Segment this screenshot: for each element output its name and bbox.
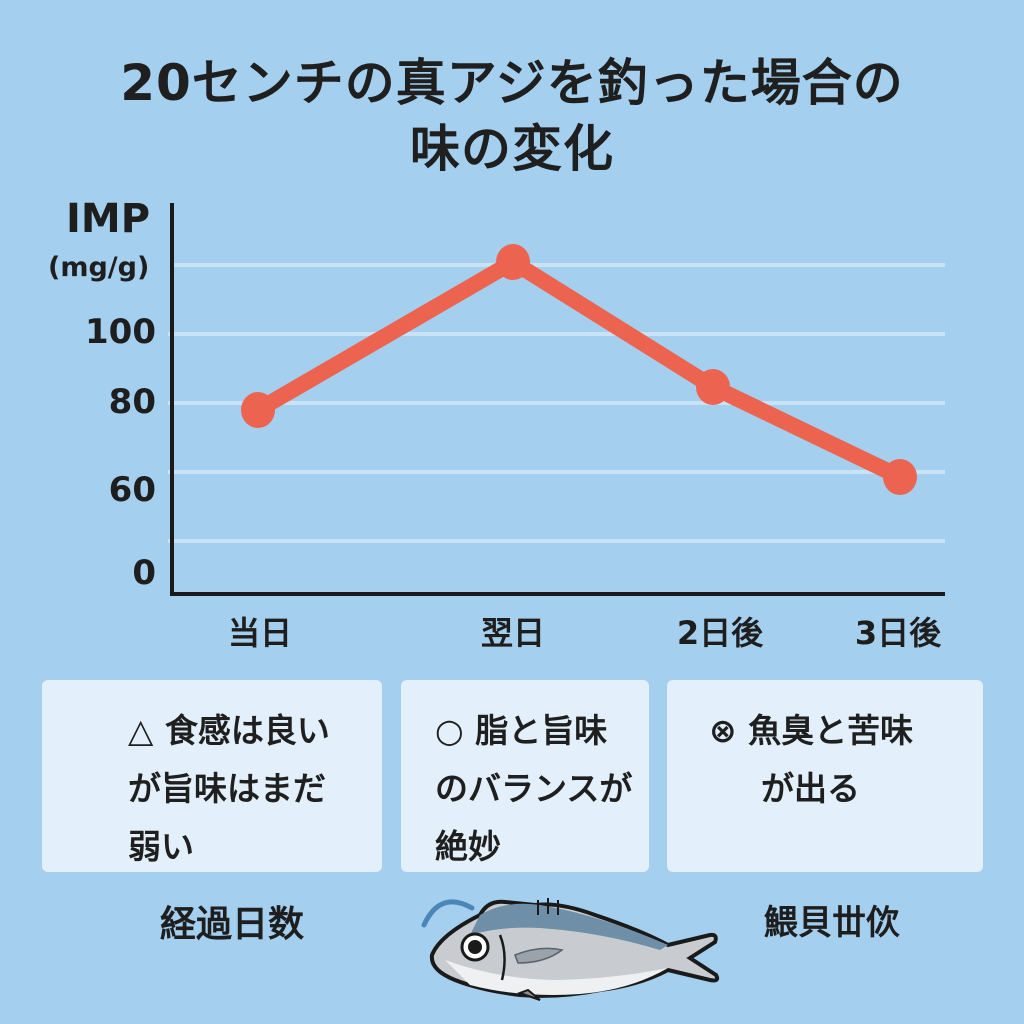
note-card-day0: △ 食感は良い が旨味はまだ 弱い <box>42 680 382 872</box>
imp-line <box>250 254 908 485</box>
note-line: △ 食感は良い <box>128 711 330 750</box>
note-line: ○ 脂と旨味 <box>435 711 608 750</box>
garbled-label: 鰃貝丗佽 <box>764 903 900 943</box>
note-line: が旨味はまだ <box>128 769 326 808</box>
x-tick-day2: 2日後 <box>676 614 764 652</box>
note-card-day2: ⊗ 魚臭と苦味 が出る <box>667 680 983 872</box>
x-tick-day0: 当日 <box>227 614 293 652</box>
note-card-day1: ○ 脂と旨味 のバランスが 絶妙 <box>401 680 649 872</box>
chart-title: 20センチの真アジを釣った場合の 味の変化 <box>0 50 1024 182</box>
x-tick-day1: 翌日 <box>480 614 546 652</box>
note-line: 弱い <box>128 827 194 866</box>
note-line: 絶妙 <box>435 827 501 866</box>
gridlines <box>168 263 945 543</box>
y-tick-80: 80 <box>108 382 156 422</box>
note-line: が出る <box>761 769 860 808</box>
note-line: ⊗ 魚臭と苦味 <box>709 711 914 750</box>
y-axis-label: IMP <box>66 196 151 242</box>
point-day1 <box>496 244 530 280</box>
note-line: のバランスが <box>435 769 633 808</box>
y-tick-0: 0 <box>132 553 156 593</box>
data-points <box>241 244 917 495</box>
fish-icon <box>421 898 720 1001</box>
y-tick-100: 100 <box>85 312 156 352</box>
title-line-2: 味の変化 <box>410 120 614 178</box>
y-tick-60: 60 <box>108 470 156 510</box>
title-line-1: 20センチの真アジを釣った場合の <box>120 54 904 112</box>
y-axis-unit: (mg/g) <box>48 252 150 283</box>
point-day3 <box>883 459 917 495</box>
point-day0 <box>241 392 275 428</box>
x-axis-title: 経過日数 <box>160 904 305 945</box>
x-tick-day3: 3日後 <box>854 614 942 652</box>
axes <box>170 203 945 596</box>
point-day2 <box>696 369 730 405</box>
